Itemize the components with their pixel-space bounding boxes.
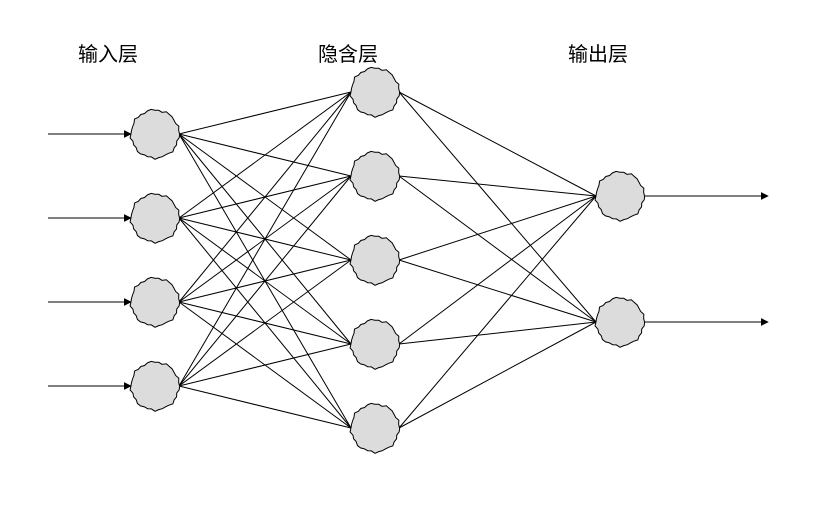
hidden-node-0	[350, 67, 400, 117]
input-node-3	[130, 361, 180, 411]
hidden-node-1	[350, 151, 400, 201]
hidden-node-2	[350, 235, 400, 285]
hidden-node-3	[350, 319, 400, 369]
hidden-node-4	[350, 403, 400, 453]
input-node-2	[130, 277, 180, 327]
input-node-1	[130, 193, 180, 243]
input-node-0	[130, 109, 180, 159]
hidden-layer-label: 隐含层	[318, 38, 378, 67]
output-node-0	[595, 171, 645, 221]
neural-network-diagram	[0, 0, 817, 526]
input-layer-label: 输入层	[78, 38, 138, 67]
output-node-1	[595, 297, 645, 347]
output-layer-label: 输出层	[568, 38, 628, 67]
